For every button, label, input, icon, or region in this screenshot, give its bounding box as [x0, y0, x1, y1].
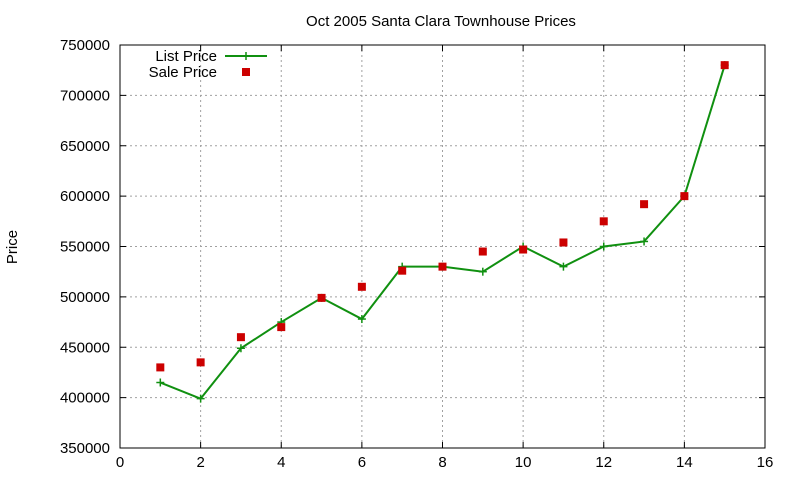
- x-tick-label: 16: [757, 454, 774, 471]
- data-point-square: [599, 217, 608, 226]
- data-point-square: [680, 192, 689, 201]
- data-point-cross: [478, 267, 487, 276]
- data-point-cross: [559, 262, 568, 271]
- data-point-square: [317, 293, 326, 302]
- y-tick-label: 750000: [60, 37, 110, 54]
- grid: [120, 45, 765, 448]
- x-tick-label: 8: [438, 454, 446, 471]
- series-2: [156, 61, 729, 372]
- y-tick-label: 450000: [60, 339, 110, 356]
- data-point-square: [720, 61, 729, 70]
- y-tick-label: 400000: [60, 390, 110, 407]
- legend-label: Sale Price: [149, 64, 217, 81]
- data-point-square: [236, 333, 245, 342]
- x-tick-label: 2: [196, 454, 204, 471]
- legend-marker: [242, 68, 250, 76]
- data-point-square: [519, 245, 528, 254]
- x-tick-label: 10: [515, 454, 532, 471]
- data-point-square: [559, 238, 568, 247]
- y-tick-label: 600000: [60, 188, 110, 205]
- data-point-square: [156, 363, 165, 372]
- x-tick-label: 12: [595, 454, 612, 471]
- data-point-cross: [357, 315, 366, 324]
- x-tick-label: 6: [358, 454, 366, 471]
- data-point-square: [640, 200, 649, 209]
- data-point-cross: [236, 344, 245, 353]
- x-tick-label: 0: [116, 454, 124, 471]
- y-tick-label: 650000: [60, 138, 110, 155]
- legend-marker: [242, 52, 250, 60]
- y-tick-label: 700000: [60, 87, 110, 104]
- data-point-square: [277, 323, 286, 332]
- data-point-square: [357, 282, 366, 291]
- axis-ticks: 0 2 4 6 8 10 12 14 16 350000 400000 450000 500000 550…: [60, 37, 773, 471]
- y-tick-label: 550000: [60, 239, 110, 256]
- data-point-cross: [156, 378, 165, 387]
- chart-title: Oct 2005 Santa Clara Townhouse Prices: [306, 13, 576, 30]
- series: [156, 61, 729, 403]
- data-point-square: [398, 266, 407, 275]
- data-point-square: [196, 358, 205, 367]
- data-point-cross: [640, 237, 649, 246]
- x-tick-label: 14: [676, 454, 693, 471]
- x-tick-label: 4: [277, 454, 285, 471]
- data-point-cross: [599, 242, 608, 251]
- data-point-cross: [196, 394, 205, 403]
- data-point-square: [478, 247, 487, 256]
- y-tick-label: 350000: [60, 440, 110, 457]
- y-tick-label: 500000: [60, 289, 110, 306]
- data-point-square: [438, 262, 447, 271]
- y-axis-label: Price: [4, 230, 21, 264]
- legend-label: List Price: [155, 48, 217, 65]
